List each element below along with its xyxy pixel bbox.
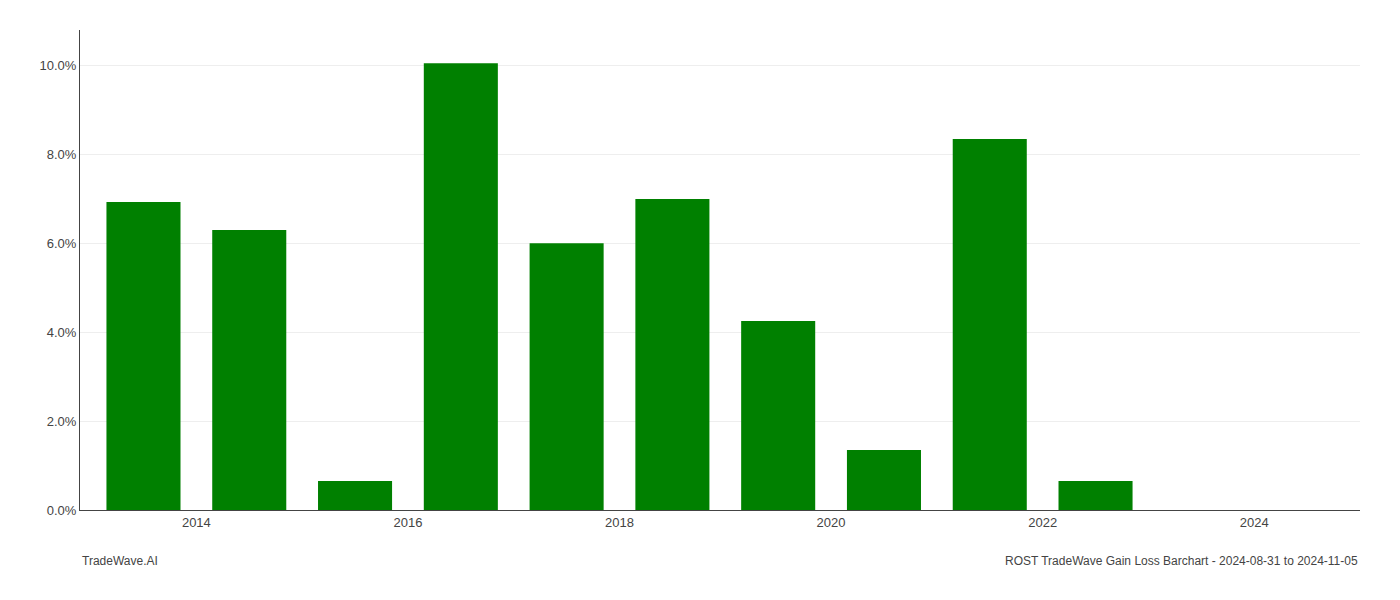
svg-text:2014: 2014 <box>182 515 211 530</box>
svg-text:ROST TradeWave Gain Loss Barch: ROST TradeWave Gain Loss Barchart - 2024… <box>1005 554 1358 568</box>
svg-text:4.0%: 4.0% <box>47 325 77 340</box>
svg-text:2.0%: 2.0% <box>47 414 77 429</box>
svg-text:2018: 2018 <box>605 515 634 530</box>
svg-text:2022: 2022 <box>1028 515 1057 530</box>
svg-text:TradeWave.AI: TradeWave.AI <box>82 554 158 568</box>
svg-text:2024: 2024 <box>1240 515 1269 530</box>
svg-text:2020: 2020 <box>817 515 846 530</box>
svg-text:10.0%: 10.0% <box>40 58 77 73</box>
svg-text:6.0%: 6.0% <box>47 236 77 251</box>
svg-text:0.0%: 0.0% <box>47 503 77 518</box>
svg-text:2016: 2016 <box>393 515 422 530</box>
svg-text:8.0%: 8.0% <box>47 147 77 162</box>
